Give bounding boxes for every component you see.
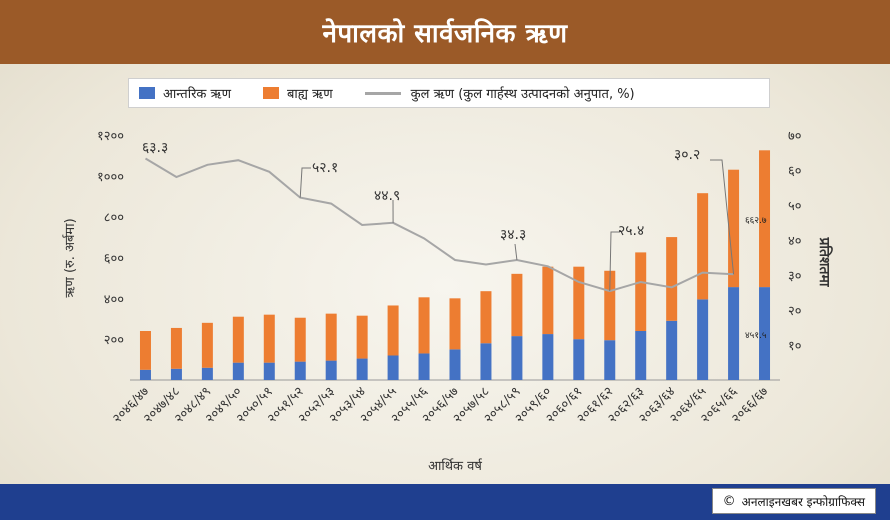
- y2-tick-label: ५०: [788, 199, 802, 214]
- bar-internal: [728, 287, 740, 380]
- y2-tick-label: ७०: [788, 129, 802, 144]
- bar-internal: [139, 369, 151, 380]
- legend-line-total: [364, 91, 401, 95]
- bar-external: [232, 316, 244, 363]
- annotation-leader: [514, 243, 518, 261]
- x-axis-title: आर्थिक वर्ष: [428, 458, 483, 474]
- bar-external: [728, 169, 740, 288]
- copyright-icon: ©: [722, 493, 736, 509]
- y-tick-label: १०००: [97, 170, 124, 185]
- annotation-label: ४५१.५: [745, 331, 767, 341]
- legend-item-external: बाह्य ऋण: [263, 84, 333, 102]
- credit-text: अनलाइनखबर इन्फोग्राफिक्स: [741, 494, 865, 509]
- bar-external: [604, 270, 616, 341]
- bar-internal: [232, 362, 244, 380]
- y-tick-label: ८००: [104, 211, 124, 226]
- bar-internal: [697, 299, 709, 380]
- footer-bar: © अनलाइनखबर इन्फोग्राफिक्स: [0, 484, 890, 520]
- y-tick-label: ४००: [104, 292, 124, 307]
- bar-internal: [759, 287, 771, 380]
- legend-label-internal: आन्तरिक ऋण: [163, 87, 231, 102]
- y2-tick-label: ४०: [788, 234, 802, 249]
- y2-tick-label: ६०: [788, 164, 802, 179]
- bar-external: [201, 322, 213, 368]
- debt-chart: २०० ४०० ६०० ८०० १००० १२०० १० २० ३० ४० ५० ६० ७० ऋण (रु…: [62, 129, 833, 474]
- legend-item-internal: आन्तरिक ऋण: [139, 84, 231, 102]
- y2-axis-title: प्रतिशतमा: [816, 236, 833, 287]
- header-bar: नेपालको सार्वजनिक ऋण: [0, 0, 890, 64]
- y2-tick-label: १०: [788, 339, 802, 354]
- bar-external: [573, 266, 585, 340]
- bar-internal: [294, 361, 306, 380]
- bar-internal: [418, 353, 430, 380]
- bar-internal: [170, 368, 182, 380]
- bar-external: [356, 315, 368, 359]
- bar-external: [325, 313, 337, 361]
- annotation-label: ३०.२: [674, 147, 700, 163]
- annotation-label: २५.४: [618, 223, 644, 239]
- bar-external: [635, 252, 647, 331]
- legend-swatch-external: [263, 87, 279, 99]
- bar-internal: [635, 331, 647, 380]
- bar-internal: [542, 334, 554, 380]
- bar-internal: [511, 336, 523, 380]
- bar-external: [697, 193, 709, 300]
- chart-legend: आन्तरिक ऋण बाह्य ऋण कुल ऋण (कुल गार्हस्थ…: [128, 78, 770, 108]
- bar-external: [449, 298, 461, 350]
- y-axis-title: ऋण (रु. अर्बमा): [62, 218, 78, 297]
- bar-internal: [356, 358, 368, 380]
- page-title: नेपालको सार्वजनिक ऋण: [322, 19, 568, 49]
- y-tick-label: ६००: [104, 252, 124, 267]
- annotation-leader: [299, 167, 311, 198]
- y-tick-label: २००: [104, 333, 124, 348]
- bar-external: [511, 273, 523, 337]
- bar-internal: [480, 343, 492, 380]
- bar-external: [139, 331, 151, 370]
- annotation-label: ५२.१: [312, 160, 338, 176]
- bar-internal: [449, 349, 461, 380]
- bar-internal: [263, 362, 275, 380]
- bar-external: [759, 150, 771, 288]
- credit-badge: © अनलाइनखबर इन्फोग्राफिक्स: [711, 488, 876, 514]
- bar-external: [418, 297, 430, 354]
- y2-tick-label: २०: [788, 304, 802, 319]
- legend-swatch-internal: [139, 87, 155, 99]
- y-tick-label: १२००: [97, 129, 124, 144]
- bar-external: [666, 237, 678, 321]
- bar-internal: [325, 360, 337, 380]
- bar-external: [542, 266, 554, 335]
- annotation-label: ४४.९: [374, 188, 400, 204]
- bar-external: [170, 327, 182, 369]
- annotation-label: ६६२.७: [745, 216, 767, 226]
- bar-internal: [201, 367, 213, 380]
- bar-internal: [573, 339, 585, 380]
- legend-item-total: कुल ऋण (कुल गार्हस्थ उत्पादनको अनुपात, %…: [364, 84, 635, 102]
- annotation-leader: [609, 231, 620, 292]
- legend-label-total: कुल ऋण (कुल गार्हस्थ उत्पादनको अनुपात, %…: [410, 87, 635, 102]
- bar-external: [387, 305, 399, 356]
- bar-external: [294, 317, 306, 362]
- total-debt-line: [144, 157, 734, 293]
- bar-internal: [387, 355, 399, 380]
- bar-external: [263, 314, 275, 363]
- legend-label-external: बाह्य ऋण: [287, 87, 333, 102]
- annotation-leader: [710, 159, 735, 275]
- annotation-label: ३४.३: [500, 227, 526, 243]
- bar-internal: [604, 340, 616, 380]
- annotation-label: ६३.३: [142, 140, 168, 156]
- y2-tick-label: ३०: [788, 269, 802, 284]
- bar-internal: [666, 320, 678, 380]
- bar-external: [480, 291, 492, 344]
